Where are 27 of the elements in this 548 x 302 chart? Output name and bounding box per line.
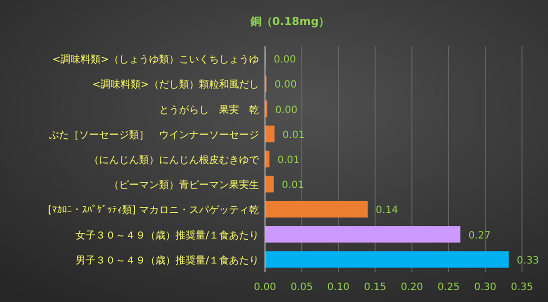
x-tick-label: 0.00 <box>254 282 276 293</box>
chart-title: 銅（0.18mg） <box>249 15 330 28</box>
y-tick-label: ぶた［ソーセージ類］ ウインナーソーセージ <box>49 128 259 141</box>
y-tick-label: とうがらし 果実 乾 <box>159 104 259 116</box>
y-tick-label: 女子３０～４９（歳）推奨量/１食あたり <box>76 229 259 242</box>
data-label: 0.14 <box>376 205 398 216</box>
y-tick-label: [ﾏｶﾛﾆ・ｽﾊﾟｹﾞｯﾃｨ類] マカロニ・スパゲッティ乾 <box>48 204 259 216</box>
data-label: 0.00 <box>275 104 298 116</box>
x-tick-label: 0.35 <box>510 282 534 293</box>
data-label: 0.00 <box>274 80 297 91</box>
x-tick-label: 0.30 <box>474 282 496 293</box>
x-tick-label: 0.15 <box>364 282 386 293</box>
x-tick-label: 0.25 <box>437 282 460 293</box>
x-tick-label: 0.05 <box>290 282 313 293</box>
y-tick-label: <調味料類>（しょうゆ類）こいくちしょうゆ <box>52 54 259 66</box>
data-label: 0.01 <box>277 155 300 166</box>
data-label: 0.27 <box>468 230 491 242</box>
data-label: 0.33 <box>516 255 540 266</box>
data-label: 0.01 <box>282 130 305 141</box>
y-tick-label: （ピーマン類）青ピーマン果実生 <box>109 179 259 192</box>
data-label: 0.01 <box>282 180 304 192</box>
x-tick-label: 0.20 <box>400 282 423 293</box>
x-tick-label: 0.10 <box>327 282 350 293</box>
y-tick-label: 男子３０～４９（歳）推奨量/１食あたり <box>76 254 259 266</box>
data-label: 0.00 <box>274 54 296 66</box>
y-tick-label: <調味料類>（だし類）顆粒和風だし <box>92 78 259 91</box>
y-tick-label: （にんじん類）にんじん根皮むきゆで <box>89 154 260 166</box>
